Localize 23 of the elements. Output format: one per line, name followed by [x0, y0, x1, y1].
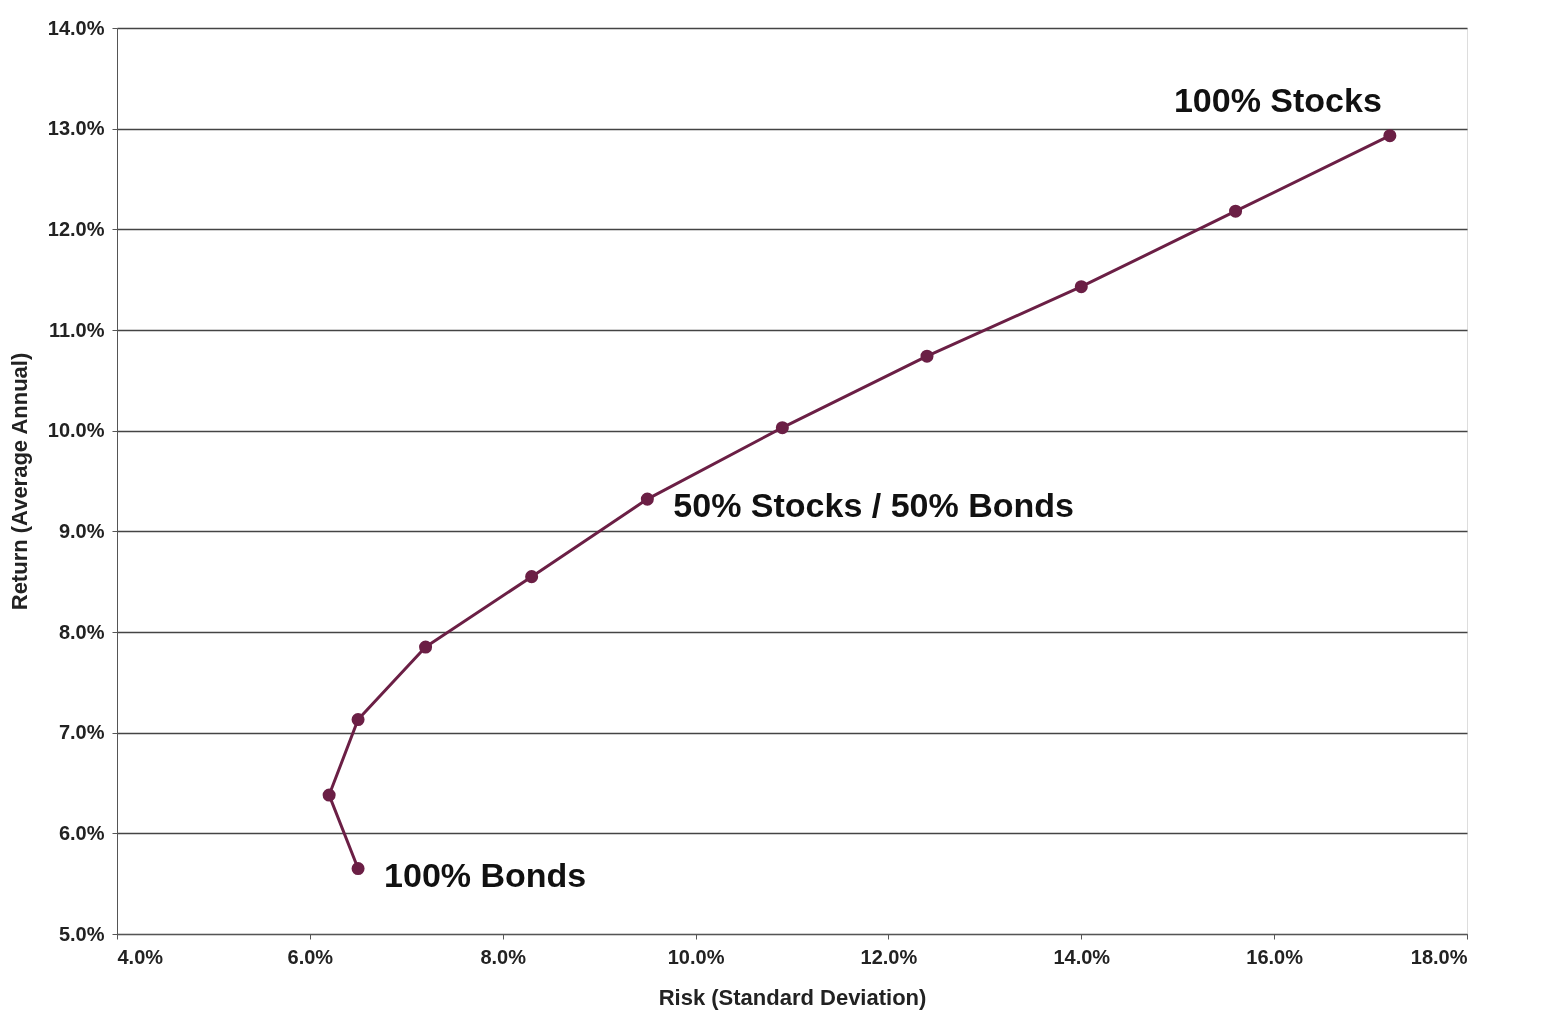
- y-tick-label: 11.0%: [48, 318, 105, 341]
- y-tick-label: 10.0%: [47, 419, 105, 442]
- x-tick-label: 14.0%: [1053, 945, 1111, 968]
- y-tick-label: 7.0%: [58, 721, 105, 744]
- y-axis-title: Return (Average Annual): [6, 352, 32, 611]
- x-tick-label: 8.0%: [480, 945, 527, 968]
- x-tick-label: 18.0%: [1410, 945, 1468, 968]
- x-tick-label: 6.0%: [287, 945, 334, 968]
- y-tick-label: 9.0%: [58, 519, 105, 542]
- annotation: 50% Stocks / 50% Bonds: [673, 486, 1074, 525]
- annotation: 100% Bonds: [384, 855, 587, 894]
- x-tick-label: 4.0%: [117, 945, 164, 968]
- y-tick-label: 13.0%: [47, 117, 105, 140]
- annotation: 100% Stocks: [1173, 80, 1382, 119]
- y-tick-label: 12.0%: [47, 217, 105, 240]
- y-tick-label: 14.0%: [47, 16, 105, 39]
- y-tick-label: 5.0%: [58, 922, 105, 945]
- x-axis-title: Risk (Standard Deviation): [658, 984, 927, 1010]
- x-tick-label: 16.0%: [1246, 945, 1304, 968]
- y-tick-label: 8.0%: [58, 620, 105, 643]
- y-tick-label: 6.0%: [58, 821, 105, 844]
- x-tick-label: 10.0%: [667, 945, 725, 968]
- x-tick-label: 12.0%: [860, 945, 918, 968]
